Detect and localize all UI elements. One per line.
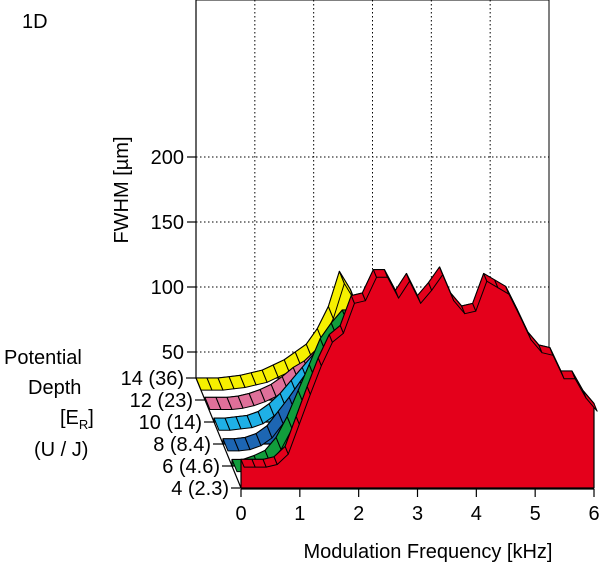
z-axis-unit-open: [E [60, 407, 79, 429]
x-tick-label: 5 [530, 503, 541, 525]
z-axis-unit-sub: R [79, 417, 88, 432]
depth-tick-label: 6 (4.6) [162, 456, 220, 478]
x-tick-label: 4 [471, 503, 482, 525]
x-tick-label: 0 [235, 503, 246, 525]
series-ribbon [240, 266, 598, 489]
x-tick-label: 3 [412, 503, 423, 525]
depth-tick-label: 4 (2.3) [171, 478, 229, 500]
labels-layer: 1D Modulation Frequency [kHz] FWHM [µm] … [4, 11, 553, 563]
z-axis-title-line2: Depth [28, 377, 81, 399]
z-axis-title-line3: [ER] [60, 407, 94, 432]
series-strip-segment [582, 390, 598, 412]
depth-tick-label: 8 (8.4) [153, 434, 211, 456]
y-tick-label: 100 [151, 277, 184, 299]
axes-layer: 0 1 2 3 4 5 6 50 100 150 200 [151, 0, 600, 525]
x-tick-label: 6 [588, 503, 599, 525]
y-tick-label: 50 [162, 342, 184, 364]
depth-tick-label: 12 (23) [130, 390, 193, 412]
x-tick-label: 1 [294, 503, 305, 525]
x-axis-title: Modulation Frequency [kHz] [303, 541, 552, 563]
series-layer: 14 (36)12 (23)10 (14)8 (8.4)6 (4.6)4 (2.… [121, 266, 598, 500]
y-axis-title: FWHM [µm] [111, 136, 133, 243]
y-tick-label: 200 [151, 147, 184, 169]
y-tick-label: 150 [151, 212, 184, 234]
z-axis-title-line1: Potential [4, 347, 82, 369]
panel-label: 1D [22, 11, 48, 33]
depth-tick-label: 10 (14) [139, 412, 202, 434]
depth-tick-label: 14 (36) [121, 368, 184, 390]
z-axis-title-line4: (U / J) [34, 439, 88, 461]
z-axis-unit-close: ] [88, 407, 94, 429]
x-tick-label: 2 [353, 503, 364, 525]
depth-axis-line [195, 377, 242, 489]
